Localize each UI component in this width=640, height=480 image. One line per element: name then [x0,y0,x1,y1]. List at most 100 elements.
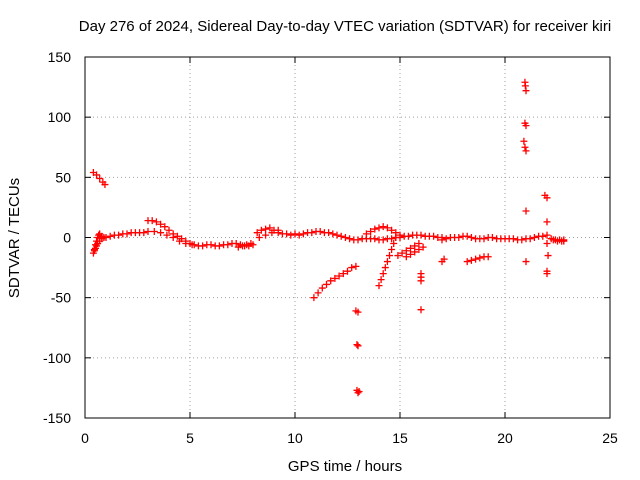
data-point [257,226,265,234]
data-point [354,342,362,350]
data-point [352,262,360,270]
data-point [522,147,530,155]
data-point [375,282,383,290]
data-point [291,230,299,238]
data-point [463,258,471,266]
data-point [123,230,131,238]
data-point [96,175,104,183]
data-point [354,308,362,316]
data-point [392,234,400,241]
data-point [325,229,333,237]
data-point [354,236,362,244]
data-point [323,280,330,288]
data-point [266,224,274,232]
data-point [152,218,160,226]
data-point [371,235,379,243]
data-point [310,294,318,302]
data-point [362,230,370,238]
data-point [488,234,496,241]
data-point [148,217,156,225]
data-point [402,247,410,255]
data-point [522,258,530,266]
x-tick-label: 0 [81,430,89,446]
x-tick-label: 15 [392,430,408,446]
y-tick-label: -50 [51,290,71,306]
data-point [354,389,362,397]
data-point [417,277,425,285]
data-point [333,231,341,239]
data-point [472,255,480,263]
y-tick-label: 150 [48,49,72,65]
data-point [274,226,282,234]
data-point [163,231,171,239]
data-point [144,227,152,235]
data-point [430,232,438,240]
data-point [161,223,169,231]
data-point [165,226,173,234]
data-point [415,246,423,254]
data-point [379,223,387,231]
data-point [383,224,391,232]
data-point [215,242,223,250]
data-point [157,229,165,237]
data-point [371,225,379,233]
data-point [543,240,551,248]
data-point [247,240,255,248]
x-tick-label: 20 [497,430,513,446]
y-tick-label: 0 [63,230,71,246]
data-point [383,258,391,266]
data-point [543,218,551,226]
data-point [283,230,291,238]
data-point [522,207,530,215]
data-point [518,236,526,244]
data-point [102,234,110,241]
data-point [521,143,529,151]
data-point [379,270,387,278]
data-point [355,388,363,396]
data-point [530,234,538,241]
data-point [329,230,337,238]
data-point [262,225,270,233]
data-point [526,235,534,243]
data-point [522,87,530,95]
data-point [455,234,463,241]
data-point [243,241,251,249]
data-point [348,264,356,272]
x-tick-label: 25 [602,430,618,446]
data-point [346,235,354,243]
data-point [415,240,423,248]
data-point [341,234,349,241]
data-point [106,232,114,240]
data-point [299,230,307,238]
data-point [484,253,492,261]
data-point [295,231,303,239]
data-point [379,236,387,244]
data-points [89,78,568,397]
data-point [417,306,425,314]
data-point [419,243,427,251]
data-point [442,235,450,243]
data-point [520,137,528,145]
data-point [417,231,425,239]
data-point [169,234,177,241]
data-point [438,236,446,244]
data-point [224,241,232,249]
data-point [255,234,263,241]
data-point [140,229,148,237]
data-point [150,227,158,235]
axis-ticks [84,56,611,419]
data-point [543,194,551,202]
data-point [115,231,123,239]
data-point [388,235,396,243]
data-point [353,341,361,349]
x-axis-label: GPS time / hours [288,458,402,475]
y-tick-label: -100 [43,350,71,366]
data-point [390,240,398,248]
data-point [560,236,568,244]
data-point [157,220,165,228]
data-point [402,253,410,261]
data-point [182,240,190,248]
data-point [344,267,351,275]
data-point [411,242,419,250]
